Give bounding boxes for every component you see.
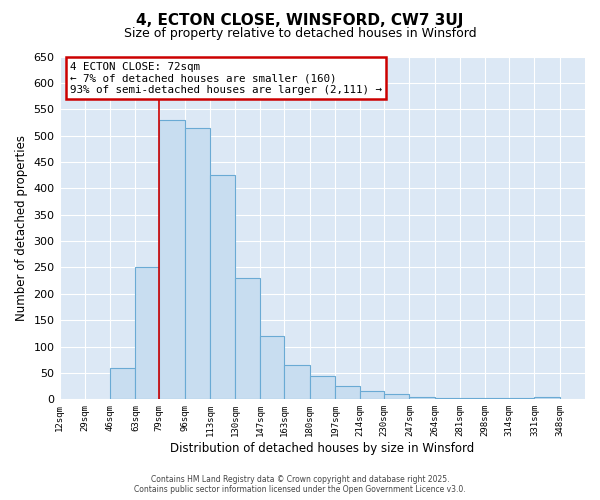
Bar xyxy=(310,376,335,400)
Bar xyxy=(509,398,535,400)
Bar xyxy=(409,396,434,400)
Bar xyxy=(460,398,485,400)
Bar xyxy=(284,365,310,400)
Bar xyxy=(535,396,560,400)
Text: Size of property relative to detached houses in Winsford: Size of property relative to detached ho… xyxy=(124,28,476,40)
Text: 4 ECTON CLOSE: 72sqm
← 7% of detached houses are smaller (160)
93% of semi-detac: 4 ECTON CLOSE: 72sqm ← 7% of detached ho… xyxy=(70,62,382,95)
Bar xyxy=(185,128,210,400)
Y-axis label: Number of detached properties: Number of detached properties xyxy=(15,135,28,321)
Bar xyxy=(360,392,384,400)
Bar xyxy=(136,268,159,400)
Bar xyxy=(485,398,509,400)
Bar xyxy=(159,120,185,400)
Bar xyxy=(335,386,360,400)
Bar xyxy=(210,175,235,400)
X-axis label: Distribution of detached houses by size in Winsford: Distribution of detached houses by size … xyxy=(170,442,475,455)
Bar xyxy=(434,398,460,400)
Text: Contains HM Land Registry data © Crown copyright and database right 2025.
Contai: Contains HM Land Registry data © Crown c… xyxy=(134,474,466,494)
Bar xyxy=(110,368,136,400)
Bar xyxy=(384,394,409,400)
Bar xyxy=(235,278,260,400)
Bar xyxy=(260,336,284,400)
Text: 4, ECTON CLOSE, WINSFORD, CW7 3UJ: 4, ECTON CLOSE, WINSFORD, CW7 3UJ xyxy=(136,12,464,28)
